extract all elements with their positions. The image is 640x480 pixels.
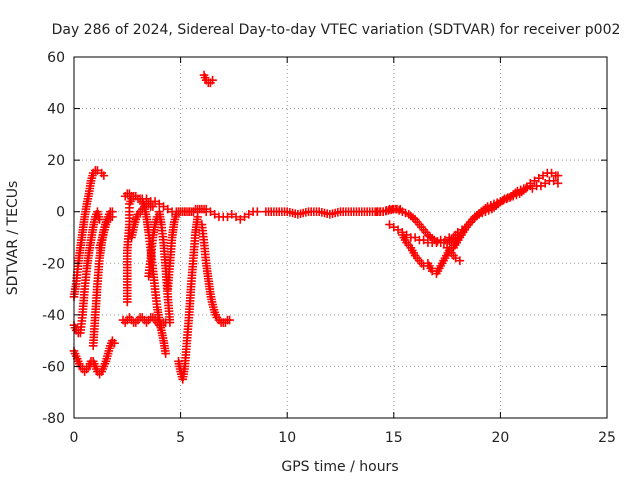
x-tick-label: 5 <box>176 430 185 446</box>
data-point <box>455 256 465 266</box>
data-point <box>484 206 493 215</box>
data-point <box>553 171 563 180</box>
data-point <box>394 206 404 215</box>
y-tick-label: -20 <box>42 256 65 272</box>
data-point <box>378 207 388 217</box>
y-tick-label: -80 <box>42 411 65 427</box>
plot-frame <box>73 56 608 419</box>
x-tick-label: 0 <box>70 430 79 446</box>
data-point <box>481 207 490 217</box>
data-point <box>193 212 202 222</box>
data-point <box>225 315 234 325</box>
data-point <box>519 184 529 193</box>
data-point <box>516 185 525 195</box>
data-point <box>553 179 563 188</box>
data-point <box>401 208 410 218</box>
y-tick-label: 60 <box>47 50 65 66</box>
chart-title: Day 286 of 2024, Sidereal Day-to-day VTE… <box>52 22 621 38</box>
x-axis-label: GPS time / hours <box>281 459 398 475</box>
data-point <box>522 182 532 192</box>
data-point <box>127 191 136 201</box>
data-point <box>477 208 487 218</box>
x-tick-labels: 0 5 10 15 20 25 <box>70 430 616 446</box>
data-point <box>165 318 175 327</box>
data-point <box>382 206 391 215</box>
y-tick-label: -40 <box>42 308 65 324</box>
data-point <box>110 338 119 348</box>
data-point <box>108 207 117 217</box>
data-point <box>513 186 522 196</box>
data-point <box>503 193 513 202</box>
x-tick-label: 20 <box>491 430 509 446</box>
axis-ticks <box>73 56 608 419</box>
data-point <box>161 349 170 358</box>
data-point <box>391 204 401 214</box>
y-tick-label: 20 <box>47 153 65 169</box>
data-point <box>99 171 109 180</box>
y-axis-label: SDTVAR / TECUs <box>5 181 21 296</box>
y-tick-label: 40 <box>47 102 65 118</box>
y-tick-labels: -80 -60 -40 -20 0 20 40 60 <box>42 50 65 427</box>
data-point <box>253 207 262 217</box>
data-point <box>474 209 484 219</box>
x-tick-label: 10 <box>278 430 296 446</box>
data-point <box>148 202 158 211</box>
y-tick-label: -60 <box>42 359 65 375</box>
data-point <box>500 194 509 204</box>
data-point <box>95 215 104 224</box>
data-point <box>433 237 442 246</box>
x-tick-label: 15 <box>385 430 403 446</box>
data-point <box>208 75 217 85</box>
data-point <box>398 207 407 217</box>
x-tick-label: 25 <box>598 430 616 446</box>
data-points <box>69 70 563 384</box>
y-tick-label: 0 <box>56 205 65 221</box>
